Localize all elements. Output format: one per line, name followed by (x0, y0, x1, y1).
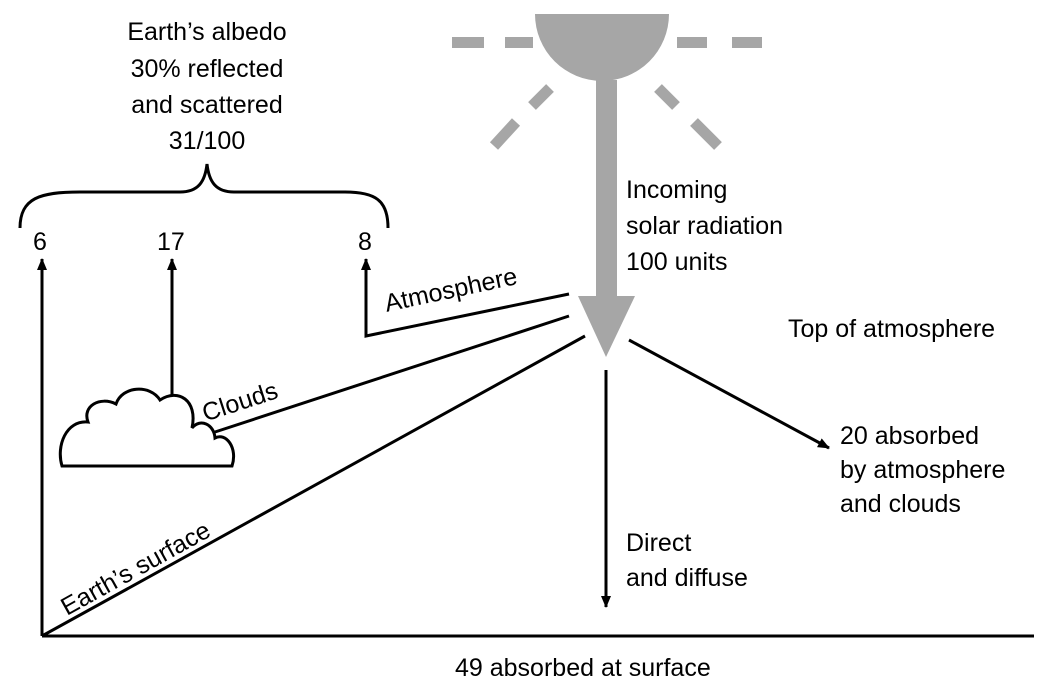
incoming-label-3: 100 units (626, 248, 728, 276)
sun-icon (452, 14, 762, 357)
absorbed-surface-label: 49 absorbed at surface (455, 654, 711, 682)
sun-ray-left-1 (452, 37, 484, 48)
sun-disc (535, 14, 669, 81)
clouds-reflected-value: 17 (157, 228, 185, 256)
absorbed-atmosphere-arrow (628, 338, 830, 450)
absorbed-atmosphere-label-3: and clouds (840, 490, 961, 518)
surface-ray (41, 334, 586, 638)
albedo-brace (18, 163, 390, 229)
sun-ray-left-2 (505, 37, 533, 48)
top-of-atmosphere-label: Top of atmosphere (788, 315, 996, 343)
incoming-beam (596, 80, 617, 305)
sun-ray-right-2 (732, 37, 762, 48)
albedo-percent: 30% reflected (130, 55, 284, 83)
albedo-fraction: 31/100 (168, 127, 246, 155)
surface-reflected-value: 6 (33, 228, 47, 256)
atmosphere-reflected-arrow (361, 258, 570, 338)
sun-ray-diag-1 (528, 84, 554, 110)
atmosphere-reflected-value: 8 (358, 228, 372, 256)
incoming-label-2: solar radiation (626, 212, 784, 240)
incoming-arrowhead (578, 296, 635, 357)
sun-ray-diag-3 (654, 84, 680, 110)
incoming-label-1: Incoming (626, 176, 728, 204)
sun-ray-right-1 (677, 37, 707, 48)
direct-label-1: Direct (626, 529, 692, 557)
direct-label-2: and diffuse (626, 564, 748, 592)
cloud-icon (58, 387, 235, 468)
sun-ray-diag-2 (489, 118, 521, 150)
absorbed-atmosphere-label-1: 20 absorbed (840, 422, 980, 450)
clouds-ray (214, 314, 570, 434)
albedo-scattered: and scattered (131, 91, 283, 119)
absorbed-atmosphere-label-2: by atmosphere (840, 456, 1006, 484)
albedo-title: Earth’s albedo (127, 18, 287, 46)
sun-ray-diag-4 (690, 118, 722, 150)
